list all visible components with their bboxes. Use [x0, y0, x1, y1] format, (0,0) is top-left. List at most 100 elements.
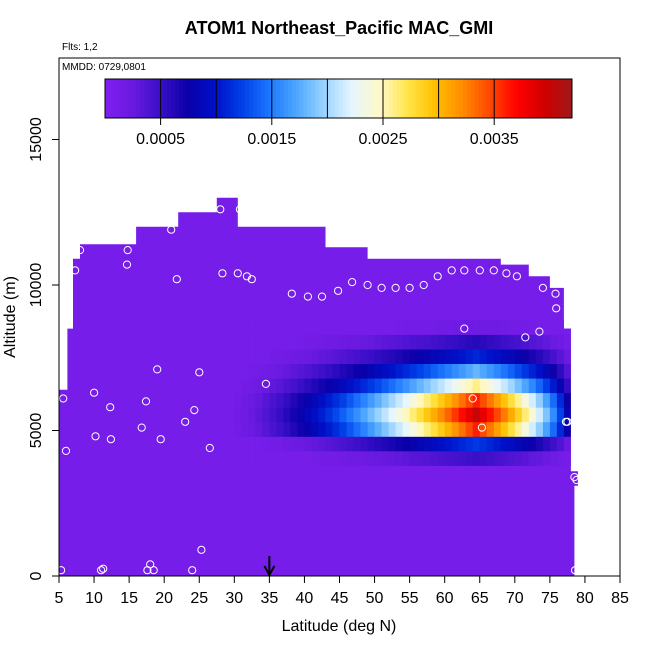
- heatmap-cell: [360, 378, 368, 394]
- heatmap-cell: [416, 319, 424, 335]
- heatmap-cell: [437, 349, 446, 364]
- heatmap-cell: [472, 363, 481, 379]
- heatmap-cell: [465, 407, 474, 423]
- heatmap-cell: [458, 436, 467, 452]
- heatmap-cell: [297, 392, 305, 408]
- heatmap-cell: [241, 421, 249, 437]
- x-tick-label: 45: [331, 590, 349, 607]
- colorbar-segment: [159, 79, 164, 118]
- heatmap-cell: [514, 392, 523, 408]
- heatmap-cell: [549, 349, 558, 364]
- heatmap-cell: [500, 450, 509, 466]
- heatmap-cell: [458, 363, 467, 379]
- heatmap-cell: [402, 363, 410, 379]
- heatmap-cell: [353, 421, 361, 437]
- colorbar-segment: [517, 79, 522, 118]
- heatmap-cell: [430, 363, 439, 379]
- heatmap-cell: [556, 436, 565, 452]
- colorbar-segment: [295, 79, 301, 118]
- heatmap-cell: [346, 334, 354, 350]
- heatmap-cell: [283, 407, 291, 423]
- heatmap-cell: [367, 334, 375, 350]
- heatmap-cell: [423, 349, 432, 364]
- heatmap-cell: [535, 421, 544, 437]
- heatmap-cell: [297, 334, 305, 350]
- x-axis-label: Latitude (deg N): [282, 618, 397, 635]
- y-tick-label: 15000: [28, 117, 45, 162]
- heatmap-cell: [458, 319, 467, 335]
- heatmap-cell: [514, 436, 523, 452]
- heatmap-cell: [367, 392, 375, 408]
- observation-point: [57, 566, 66, 575]
- heatmap-cell: [339, 319, 347, 335]
- heatmap-cell: [241, 450, 249, 466]
- heatmap-cell: [444, 450, 453, 466]
- heatmap-cell: [402, 450, 410, 466]
- heatmap-cell: [206, 392, 214, 408]
- heatmap-cell: [255, 407, 263, 423]
- heatmap-cell: [514, 319, 523, 335]
- colorbar-segment: [431, 79, 437, 118]
- x-tick-label: 85: [611, 590, 629, 607]
- heatmap-cell: [290, 421, 298, 437]
- heatmap-cell: [402, 407, 410, 423]
- colorbar-segment: [373, 79, 378, 118]
- heatmap-cell: [367, 450, 375, 466]
- heatmap-cell: [339, 407, 347, 423]
- heatmap-cell: [535, 363, 544, 379]
- heatmap-cell: [297, 378, 305, 394]
- heatmap-cell: [437, 436, 446, 452]
- observation-point: [502, 269, 511, 278]
- heatmap-cell: [416, 450, 424, 466]
- heatmap-cell: [381, 363, 389, 379]
- heatmap-cell: [521, 349, 530, 364]
- heatmap-cell: [262, 421, 270, 437]
- colorbar-segment: [533, 79, 538, 118]
- heatmap-cell: [346, 378, 354, 394]
- heatmap-cell: [241, 334, 249, 350]
- heatmap-cell: [388, 349, 396, 364]
- heatmap-cell: [262, 378, 270, 394]
- heatmap-cell: [437, 407, 446, 423]
- x-tick-label: 70: [506, 590, 524, 607]
- observation-point: [59, 394, 68, 403]
- observation-point: [190, 406, 199, 415]
- arrow-head: [263, 565, 276, 578]
- heatmap-cell: [255, 421, 263, 437]
- y-tick-label: 5000: [28, 413, 45, 449]
- heatmap-cell: [472, 334, 481, 350]
- heatmap-cell: [318, 407, 326, 423]
- observation-point: [137, 423, 146, 432]
- observation-point: [97, 566, 106, 575]
- heatmap-cell: [479, 392, 488, 408]
- heatmap-cell: [262, 334, 270, 350]
- heatmap-cell: [367, 363, 375, 379]
- heatmap-cell: [332, 334, 340, 350]
- heatmap-cell: [521, 450, 530, 466]
- heatmap-cell: [430, 378, 439, 394]
- heatmap-cell: [339, 421, 347, 437]
- colorbar-segment: [525, 79, 530, 118]
- heatmap-cell: [283, 436, 291, 452]
- heatmap-cell: [325, 392, 333, 408]
- heatmap-cell: [430, 450, 439, 466]
- heatmap-cell: [556, 334, 565, 350]
- x-tick-label: 30: [225, 590, 243, 607]
- heatmap-cell: [570, 436, 578, 452]
- heatmap-cell: [542, 334, 551, 350]
- heatmap-cell: [360, 436, 368, 452]
- heatmap-cell: [430, 392, 439, 408]
- colorbar-segment: [552, 79, 557, 118]
- heatmap-cell: [283, 349, 291, 364]
- heatmap-cell: [493, 363, 502, 379]
- heatmap-cell: [269, 450, 277, 466]
- heatmap-cell: [563, 436, 572, 452]
- observation-point: [334, 286, 343, 295]
- heatmap-cell: [297, 319, 305, 335]
- heatmap-cell: [416, 334, 424, 350]
- heatmap-cell: [255, 436, 263, 452]
- heatmap-cell: [374, 319, 382, 335]
- y-tick-label: 0: [28, 571, 45, 580]
- heatmap-cell: [304, 349, 312, 364]
- heatmap-cell: [493, 407, 502, 423]
